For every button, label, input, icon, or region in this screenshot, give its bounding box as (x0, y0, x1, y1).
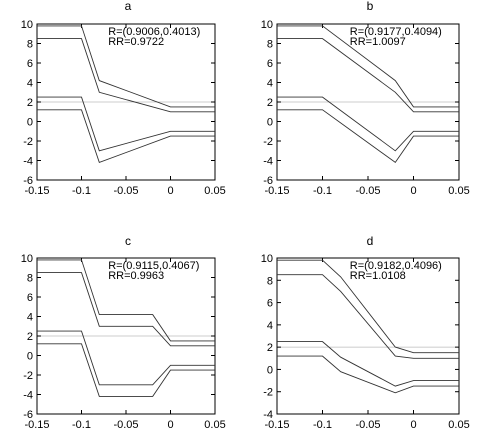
panel-annotation: R=(0.9115,0.4067) (108, 260, 199, 272)
y-tick-label: 10 (261, 253, 273, 265)
panel-annotation: R=(0.9006,0.4013) (108, 26, 200, 38)
y-tick-label: 4 (267, 78, 273, 90)
y-tick-label: 10 (261, 19, 273, 31)
x-tick-label: 0.05 (204, 419, 225, 431)
panel-annotation: RR=0.9722 (108, 36, 164, 48)
series-line-1 (37, 25, 215, 108)
y-tick-label: 0 (27, 117, 33, 129)
panel-title: b (367, 0, 374, 13)
y-tick-label: -6 (23, 409, 33, 421)
x-tick-label: -0.05 (355, 419, 380, 431)
y-tick-label: 6 (27, 58, 33, 70)
chart-panel-c: c 10 8 6 4 2 0 -2 -4 -6-0.15 -0.1 -0.05 0 0.05 R=(0.91… (21, 234, 226, 431)
y-tick-label: 2 (27, 97, 33, 109)
y-tick-label: 0 (267, 117, 273, 129)
x-tick-label: -0.05 (113, 419, 138, 431)
series-line-2 (37, 38, 215, 113)
y-tick-label: 4 (27, 78, 33, 90)
x-tick-label: -0.15 (24, 419, 49, 431)
y-tick-label: 2 (267, 97, 273, 109)
panel-annotation: RR=1.0108 (350, 270, 406, 282)
x-tick-label: 0 (167, 185, 173, 197)
series-line-3 (277, 96, 459, 152)
y-tick-label: -4 (23, 156, 33, 168)
x-tick-label: 0.05 (204, 185, 225, 197)
y-tick-label: 10 (21, 19, 33, 31)
x-tick-label: -0.1 (313, 419, 332, 431)
y-tick-label: 4 (27, 312, 33, 324)
series-line-1 (277, 25, 459, 108)
x-tick-label: -0.1 (72, 185, 91, 197)
y-tick-label: 4 (267, 320, 273, 332)
y-tick-label: -2 (23, 136, 33, 148)
y-tick-label: 8 (27, 39, 33, 51)
x-tick-label: 0.05 (448, 185, 469, 197)
y-tick-label: 2 (27, 331, 33, 343)
panel-annotation: RR=1.0097 (350, 36, 406, 48)
series-line-4 (277, 355, 459, 394)
chart-panel-d: d 10 8 6 4 2 0 -2 -4-0.15 -0.1 -0.05 0 0.05 R=(0.9182… (261, 234, 470, 431)
y-tick-label: 8 (267, 275, 273, 287)
panel-annotation: RR=0.9963 (108, 270, 164, 282)
x-tick-label: -0.15 (264, 419, 289, 431)
series-line-3 (37, 330, 215, 386)
y-tick-label: -4 (263, 409, 273, 421)
panel-annotation: R=(0.9177,0.4094) (350, 26, 442, 38)
y-tick-label: 6 (267, 58, 273, 70)
y-tick-label: -2 (263, 387, 273, 399)
series-line-2 (277, 274, 459, 359)
series-line-2 (277, 38, 459, 113)
y-tick-label: 0 (267, 364, 273, 376)
y-tick-label: 6 (267, 298, 273, 310)
series-line-4 (37, 343, 215, 397)
x-tick-label: -0.05 (113, 185, 138, 197)
panel-title: d (367, 234, 374, 248)
y-tick-label: 2 (267, 342, 273, 354)
x-tick-label: -0.15 (264, 185, 289, 197)
chart-panel-a: a 10 8 6 4 2 0 -2 -4 -6-0.15 -0.1 -0.05 0 0.05 R=(0.90… (21, 0, 226, 197)
series-line-4 (37, 109, 215, 163)
y-tick-label: 8 (267, 39, 273, 51)
x-tick-label: 0.05 (448, 419, 469, 431)
y-tick-label: 10 (21, 253, 33, 265)
y-tick-label: 8 (27, 273, 33, 285)
panel-title: a (125, 0, 132, 13)
y-tick-label: -2 (23, 370, 33, 382)
series-line-2 (37, 272, 215, 347)
x-tick-label: 0 (410, 185, 416, 197)
x-tick-label: -0.1 (72, 419, 91, 431)
x-tick-label: -0.05 (355, 185, 380, 197)
y-tick-label: -2 (263, 136, 273, 148)
x-tick-label: -0.1 (313, 185, 332, 197)
y-tick-label: 0 (27, 351, 33, 363)
chart-panel-b: b 10 8 6 4 2 0 -2 -4 -6-0.15 -0.1 -0.05 0 0.05 R=(0.91… (261, 0, 470, 197)
y-tick-label: 6 (27, 292, 33, 304)
y-tick-label: -4 (23, 390, 33, 402)
x-tick-label: -0.15 (24, 185, 49, 197)
y-tick-label: -4 (263, 156, 273, 168)
series-line-1 (277, 259, 459, 354)
series-line-3 (37, 96, 215, 152)
series-line-3 (277, 341, 459, 387)
x-tick-label: 0 (167, 419, 173, 431)
series-line-4 (277, 109, 459, 164)
y-tick-label: -6 (263, 175, 273, 187)
x-tick-label: 0 (410, 419, 416, 431)
y-tick-label: -6 (23, 175, 33, 187)
series-line-1 (37, 259, 215, 342)
panel-title: c (125, 234, 131, 248)
panel-annotation: R=(0.9182,0.4096) (350, 260, 442, 272)
